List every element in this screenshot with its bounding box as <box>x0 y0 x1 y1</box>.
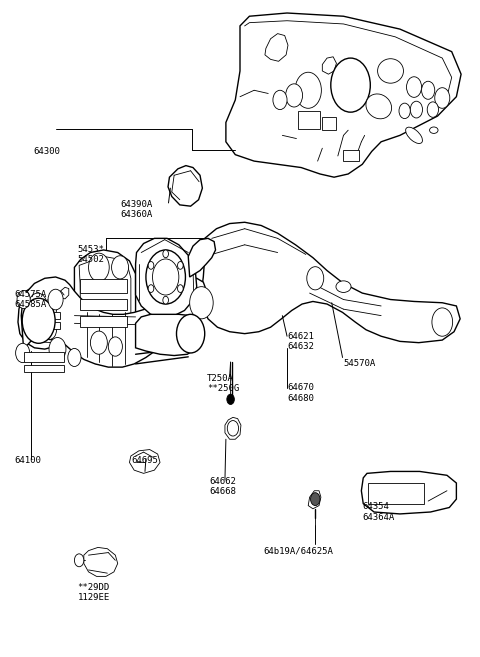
Bar <box>26 322 60 328</box>
Circle shape <box>228 420 239 436</box>
Circle shape <box>146 250 185 304</box>
Circle shape <box>28 293 47 319</box>
Circle shape <box>148 284 154 292</box>
Circle shape <box>16 344 30 363</box>
Circle shape <box>432 308 453 336</box>
Circle shape <box>88 253 109 281</box>
Polygon shape <box>21 277 206 367</box>
Polygon shape <box>225 417 241 440</box>
Bar <box>24 365 63 373</box>
Circle shape <box>421 81 435 99</box>
Circle shape <box>331 58 370 112</box>
Bar <box>24 352 63 362</box>
Polygon shape <box>74 250 135 366</box>
Bar <box>80 279 127 293</box>
Circle shape <box>435 87 450 108</box>
Text: 64662
64668: 64662 64668 <box>209 476 236 496</box>
Bar <box>80 299 127 311</box>
Text: 64b19A/64625A: 64b19A/64625A <box>264 546 334 555</box>
Circle shape <box>273 90 287 110</box>
Bar <box>26 312 60 319</box>
Polygon shape <box>130 449 160 473</box>
Ellipse shape <box>336 281 351 292</box>
Circle shape <box>177 314 204 353</box>
Circle shape <box>42 300 57 319</box>
Text: T250A
**250G: T250A **250G <box>207 374 240 393</box>
Text: 64390A
64360A: 64390A 64360A <box>120 200 152 219</box>
Polygon shape <box>84 547 118 576</box>
Circle shape <box>178 284 183 292</box>
Polygon shape <box>79 256 131 359</box>
Circle shape <box>68 348 81 367</box>
Polygon shape <box>226 13 461 177</box>
Bar <box>323 118 336 130</box>
Polygon shape <box>188 238 216 277</box>
Circle shape <box>399 103 410 119</box>
Circle shape <box>311 493 320 506</box>
Text: 5453*
54502: 5453* 54502 <box>78 245 105 264</box>
Circle shape <box>163 296 168 304</box>
Polygon shape <box>18 286 68 349</box>
Circle shape <box>148 261 154 269</box>
Circle shape <box>108 337 122 356</box>
Circle shape <box>286 84 302 107</box>
Polygon shape <box>135 238 197 317</box>
Circle shape <box>407 77 421 97</box>
Text: 64575A
64585A: 64575A 64585A <box>14 290 47 309</box>
Ellipse shape <box>366 94 392 119</box>
Polygon shape <box>308 491 321 509</box>
Circle shape <box>90 331 108 354</box>
Ellipse shape <box>406 127 422 143</box>
Text: 64695: 64695 <box>132 456 159 465</box>
Polygon shape <box>323 57 336 74</box>
Bar <box>368 483 424 504</box>
Text: 64621
64632: 64621 64632 <box>287 332 314 351</box>
Polygon shape <box>135 314 202 355</box>
Bar <box>298 111 321 129</box>
Polygon shape <box>66 293 74 338</box>
Bar <box>343 150 359 161</box>
Circle shape <box>74 554 84 567</box>
Circle shape <box>28 318 45 342</box>
Circle shape <box>427 102 439 118</box>
Polygon shape <box>23 296 62 343</box>
Polygon shape <box>202 222 460 343</box>
Circle shape <box>295 72 322 108</box>
Circle shape <box>410 101 422 118</box>
Circle shape <box>49 338 66 361</box>
Circle shape <box>163 250 168 258</box>
Text: 64354
64364A: 64354 64364A <box>362 503 395 522</box>
Bar <box>80 315 127 327</box>
Circle shape <box>227 394 234 405</box>
Circle shape <box>307 267 324 290</box>
Polygon shape <box>361 472 456 514</box>
Polygon shape <box>60 287 69 299</box>
Polygon shape <box>168 166 203 206</box>
Circle shape <box>48 289 63 310</box>
Circle shape <box>17 290 30 309</box>
Text: 64300: 64300 <box>33 147 60 156</box>
Text: 64670
64680: 64670 64680 <box>287 383 314 403</box>
Circle shape <box>178 261 183 269</box>
Ellipse shape <box>430 127 438 133</box>
Text: 54570A: 54570A <box>344 359 376 369</box>
Circle shape <box>42 320 57 340</box>
Circle shape <box>190 286 213 319</box>
Circle shape <box>22 298 55 344</box>
Text: **29DD
1129EE: **29DD 1129EE <box>78 583 110 602</box>
Text: 64100: 64100 <box>14 456 41 465</box>
Circle shape <box>111 256 129 279</box>
Circle shape <box>153 259 179 295</box>
Ellipse shape <box>378 58 404 83</box>
Polygon shape <box>265 34 288 61</box>
